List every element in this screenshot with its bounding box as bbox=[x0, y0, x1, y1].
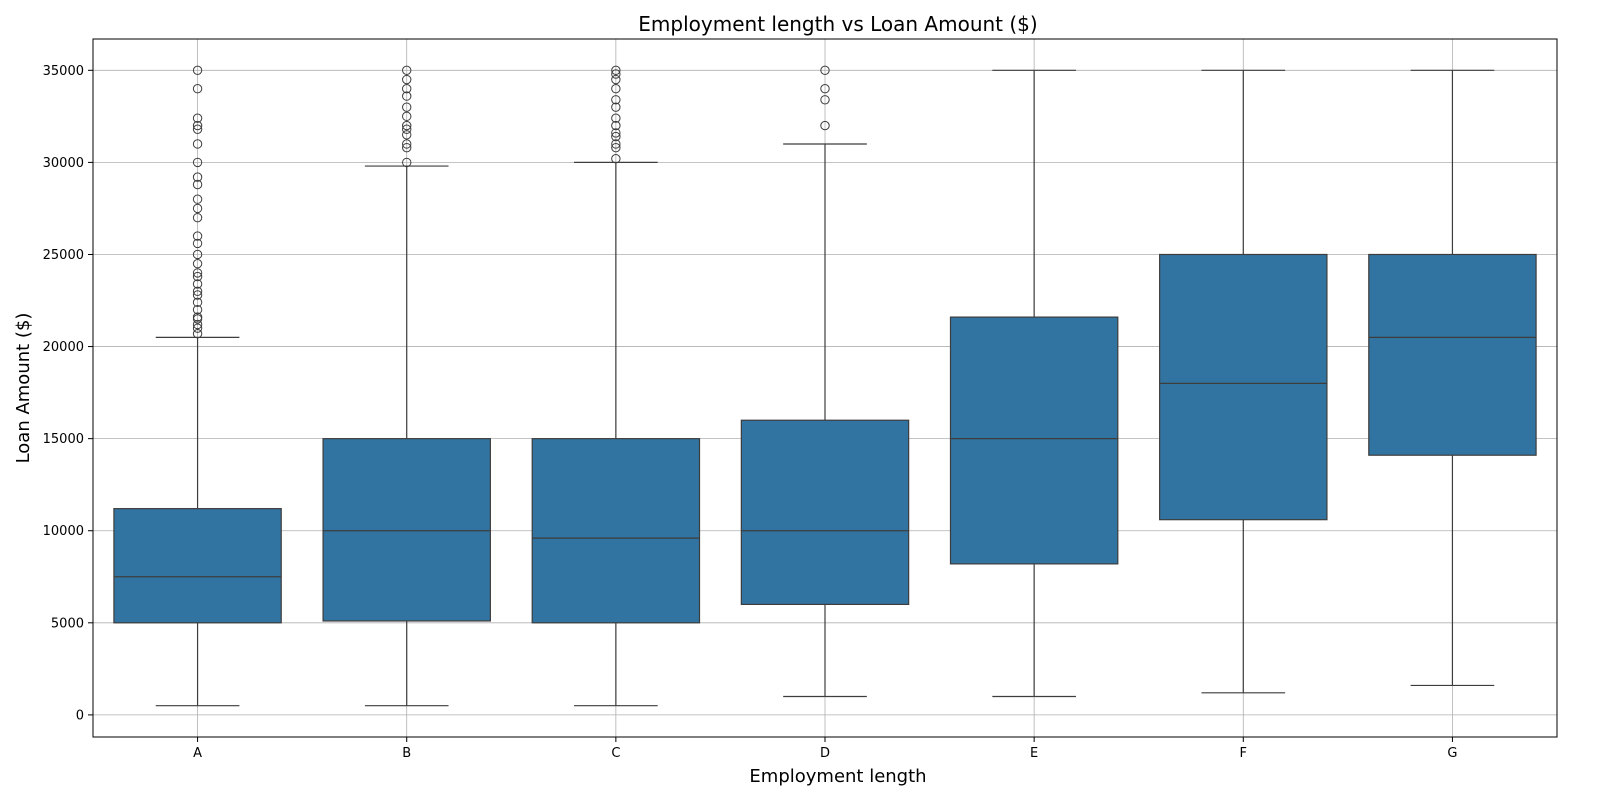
outlier-point bbox=[402, 65, 412, 76]
box-iqr bbox=[740, 419, 910, 605]
outlier-point bbox=[402, 130, 412, 140]
box-iqr bbox=[1368, 253, 1537, 456]
outlier-point bbox=[402, 157, 412, 168]
box-iqr bbox=[531, 438, 701, 624]
outlier-point bbox=[192, 172, 203, 182]
x-tick-label: C bbox=[611, 746, 620, 761]
outlier-point bbox=[192, 179, 203, 190]
outlier-point bbox=[402, 142, 412, 153]
y-tick-label: 10000 bbox=[43, 524, 84, 539]
y-tick-label: 20000 bbox=[43, 340, 84, 355]
outlier-point bbox=[192, 271, 203, 282]
outlier-point bbox=[192, 194, 203, 204]
y-tick-label: 30000 bbox=[43, 156, 84, 171]
x-tick-label: G bbox=[1447, 746, 1457, 761]
outlier-point bbox=[611, 139, 621, 149]
x-tick-label: E bbox=[1030, 746, 1038, 761]
outlier-point bbox=[192, 268, 203, 278]
outlier-point bbox=[192, 290, 203, 300]
outlier-point bbox=[820, 95, 830, 105]
box-iqr bbox=[322, 438, 491, 622]
outlier-point bbox=[192, 238, 203, 249]
outlier-point bbox=[192, 113, 203, 123]
outlier-point bbox=[192, 203, 203, 214]
outlier-point bbox=[192, 297, 203, 308]
outlier-point bbox=[192, 139, 203, 149]
outlier-point bbox=[402, 91, 412, 101]
outlier-point bbox=[192, 65, 203, 76]
outlier-point bbox=[402, 74, 412, 85]
x-tick-label: F bbox=[1240, 746, 1247, 761]
outlier-point bbox=[402, 124, 412, 134]
outlier-point bbox=[611, 113, 621, 123]
outlier-point bbox=[192, 319, 203, 330]
outlier-point bbox=[611, 65, 621, 76]
outlier-point bbox=[192, 249, 203, 260]
box-iqr bbox=[1159, 253, 1328, 521]
outlier-point bbox=[402, 102, 412, 112]
box-layer bbox=[113, 65, 1537, 707]
outlier-point bbox=[192, 312, 203, 322]
outlier-point bbox=[192, 124, 203, 134]
x-tick-label: B bbox=[402, 746, 411, 761]
outlier-point bbox=[402, 120, 412, 131]
outlier-point bbox=[611, 154, 621, 164]
y-tick-label: 0 bbox=[76, 708, 84, 723]
outlier-point bbox=[820, 65, 830, 76]
x-axis-label: Employment length bbox=[749, 766, 926, 787]
y-tick-label: 25000 bbox=[43, 248, 84, 263]
tick-layer: 0 5000 10000 15000 20000 25000 30000 35000 A B C D E… bbox=[43, 64, 1458, 761]
outlier-point bbox=[192, 157, 203, 168]
outlier-point bbox=[402, 84, 412, 94]
outlier-point bbox=[192, 328, 203, 339]
x-tick-label: A bbox=[193, 746, 202, 761]
outlier-point bbox=[611, 95, 621, 105]
y-axis-label: Loan Amount ($) bbox=[13, 313, 34, 464]
outlier-point bbox=[192, 120, 203, 131]
outlier-point bbox=[611, 69, 621, 79]
chart-title: Employment length vs Loan Amount ($) bbox=[638, 12, 1037, 36]
outlier-point bbox=[820, 120, 830, 131]
outlier-point bbox=[611, 74, 621, 85]
outlier-point bbox=[192, 279, 203, 289]
box-iqr bbox=[949, 316, 1119, 565]
outlier-point bbox=[192, 84, 203, 94]
outlier-point bbox=[192, 212, 203, 223]
outlier-point bbox=[192, 286, 203, 297]
outlier-point bbox=[611, 142, 621, 153]
outlier-point bbox=[611, 131, 621, 142]
outlier-point bbox=[192, 323, 203, 333]
outlier-point bbox=[611, 102, 621, 112]
x-tick-label: D bbox=[820, 746, 830, 761]
outlier-point bbox=[402, 111, 412, 122]
outlier-point bbox=[611, 128, 621, 138]
outlier-point bbox=[611, 120, 621, 131]
outlier-point bbox=[192, 258, 203, 269]
y-tick-label: 5000 bbox=[51, 616, 84, 631]
outlier-point bbox=[611, 84, 621, 94]
y-tick-label: 15000 bbox=[43, 432, 84, 447]
box-iqr bbox=[113, 508, 282, 624]
outlier-point bbox=[402, 139, 412, 149]
outlier-point bbox=[820, 84, 830, 94]
y-tick-label: 35000 bbox=[43, 64, 84, 79]
outlier-point bbox=[192, 305, 203, 315]
outlier-point bbox=[192, 231, 203, 241]
